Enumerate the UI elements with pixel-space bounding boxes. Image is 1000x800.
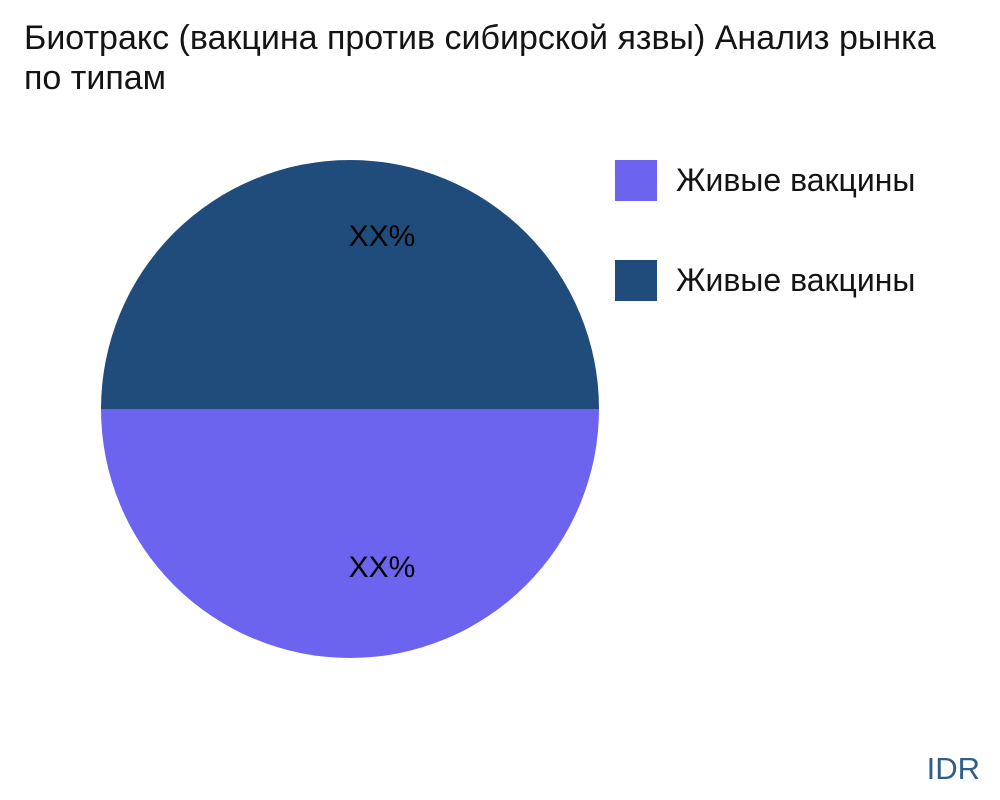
pie-label-top: XX% [349, 220, 416, 253]
legend-label-1: Живые вакцины [676, 262, 916, 298]
watermark-idr: IDR [926, 751, 980, 786]
pie-slice-top [101, 160, 599, 409]
legend-item-0: Живые вакцины [615, 160, 915, 201]
legend-label-0: Живые вакцины [676, 162, 916, 198]
chart-title-line1: Биотракс (вакцина против сибирской язвы)… [24, 19, 936, 57]
legend-swatch-purple [615, 160, 657, 201]
legend: Живые вакцины Живые вакцины [615, 160, 915, 360]
legend-item-1: Живые вакцины [615, 260, 915, 301]
legend-swatch-navy [615, 260, 657, 301]
pie-slice-bottom [101, 409, 599, 658]
pie-label-bottom: XX% [349, 551, 416, 584]
chart-title: Биотракс (вакцина против сибирской язвы)… [24, 18, 1000, 98]
chart-title-line2: по типам [24, 59, 167, 97]
